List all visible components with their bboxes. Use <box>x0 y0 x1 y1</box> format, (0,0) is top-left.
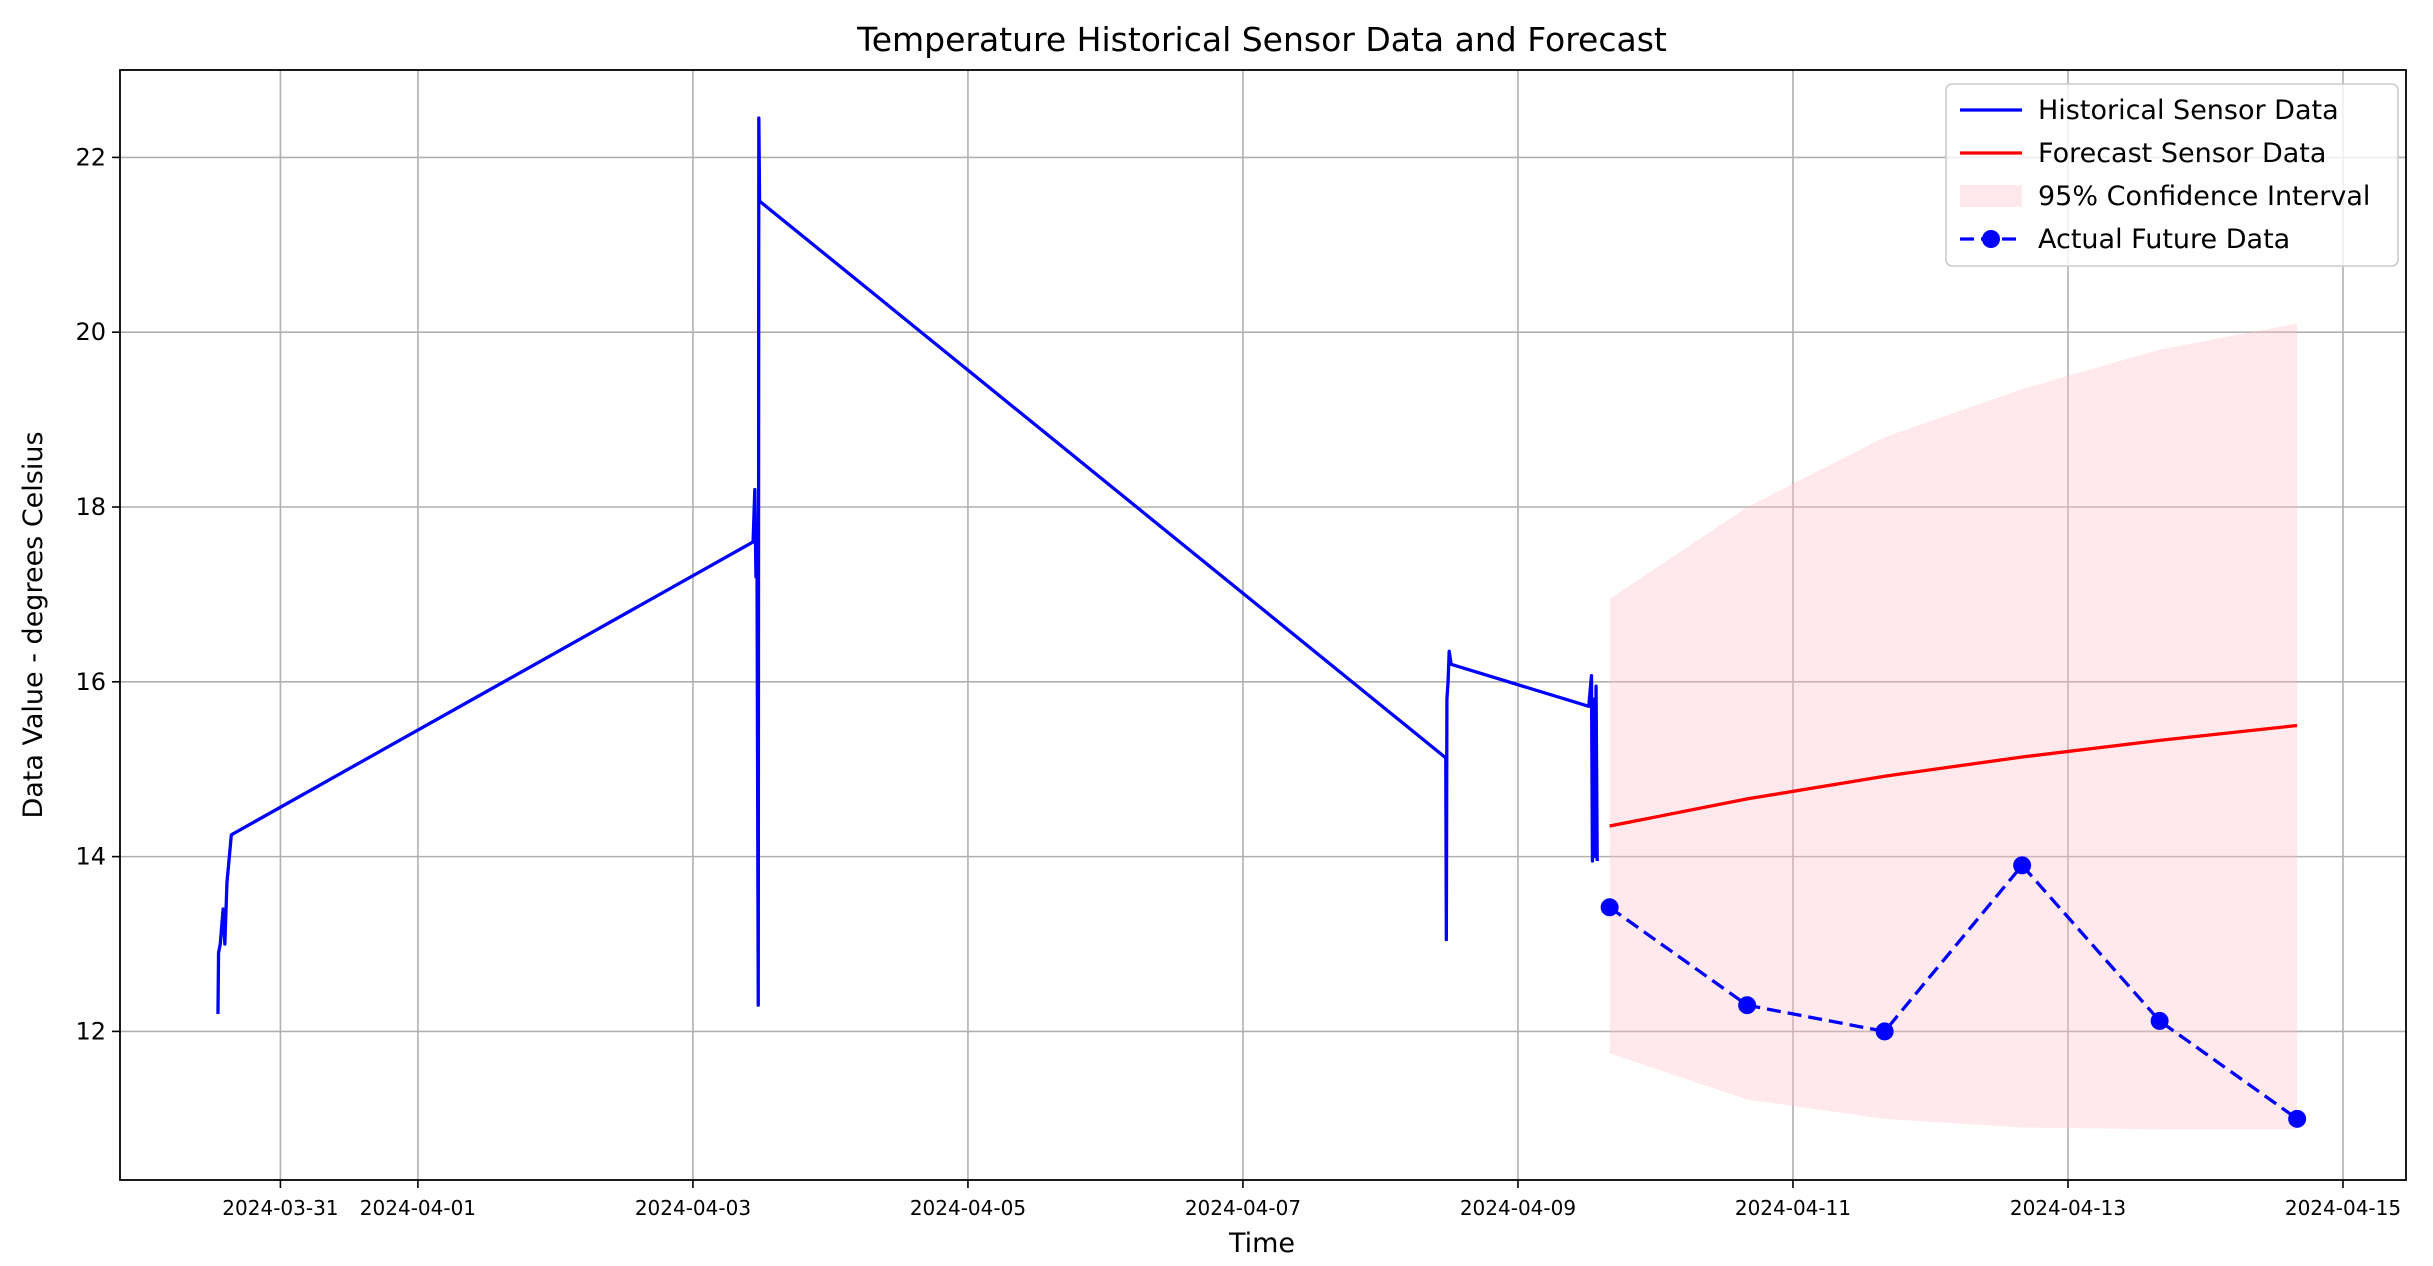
actual-future-point <box>2150 1011 2169 1030</box>
legend-swatch-marker <box>1982 230 2000 248</box>
confidence-band-layer <box>1609 323 2298 1130</box>
x-axis-label: Time <box>1228 1228 1295 1259</box>
legend-swatch-band <box>1960 185 2022 207</box>
actual-future-point <box>1600 898 1619 917</box>
actual-future-point <box>1875 1022 1894 1041</box>
x-tick-label: 2024-03-31 <box>222 1196 338 1220</box>
y-tick-label: 16 <box>75 668 106 696</box>
actual-future-point <box>1738 996 1757 1015</box>
historical-sensor-data-line <box>216 116 1599 1014</box>
y-tick-label: 14 <box>75 843 106 871</box>
confidence-band <box>1609 323 2298 1130</box>
plot-frame <box>119 69 2407 1181</box>
y-axis-label: Data Value - degrees Celsius <box>18 431 49 818</box>
y-axis-ticks: 12 14 16 18 20 22 <box>75 143 120 1045</box>
forecast-sensor-data-line <box>1609 723 2298 828</box>
legend-box <box>1945 83 2399 267</box>
x-tick-label: 2024-04-09 <box>1460 1196 1576 1220</box>
x-tick-label: 2024-04-05 <box>910 1196 1026 1220</box>
x-tick-label: 2024-04-01 <box>360 1196 476 1220</box>
x-tick-label: 2024-04-15 <box>2285 1196 2401 1220</box>
chart-title: Temperature Historical Sensor Data and F… <box>856 20 1667 59</box>
legend: Historical Sensor Data Forecast Sensor Da… <box>1945 83 2399 267</box>
series-layer <box>216 116 2307 1128</box>
x-tick-label: 2024-04-13 <box>2010 1196 2126 1220</box>
actual-future-data-line <box>1608 863 2299 1121</box>
x-tick-label: 2024-04-03 <box>635 1196 751 1220</box>
y-tick-label: 18 <box>75 493 106 521</box>
actual-future-point <box>2013 856 2032 875</box>
legend-label: Forecast Sensor Data <box>2038 138 2326 169</box>
x-tick-label: 2024-04-11 <box>1735 1196 1851 1220</box>
x-axis-ticks: 2024-03-31 2024-04-01 2024-04-03 2024-04-05… <box>222 1180 2401 1220</box>
y-tick-label: 12 <box>75 1017 106 1045</box>
y-tick-label: 20 <box>75 318 106 346</box>
legend-label: 95% Confidence Interval <box>2038 181 2370 212</box>
legend-label: Historical Sensor Data <box>2038 95 2339 126</box>
legend-label: Actual Future Data <box>2038 224 2290 255</box>
y-tick-label: 22 <box>75 143 106 171</box>
x-tick-label: 2024-04-07 <box>1185 1196 1301 1220</box>
actual-future-point <box>2288 1109 2307 1128</box>
